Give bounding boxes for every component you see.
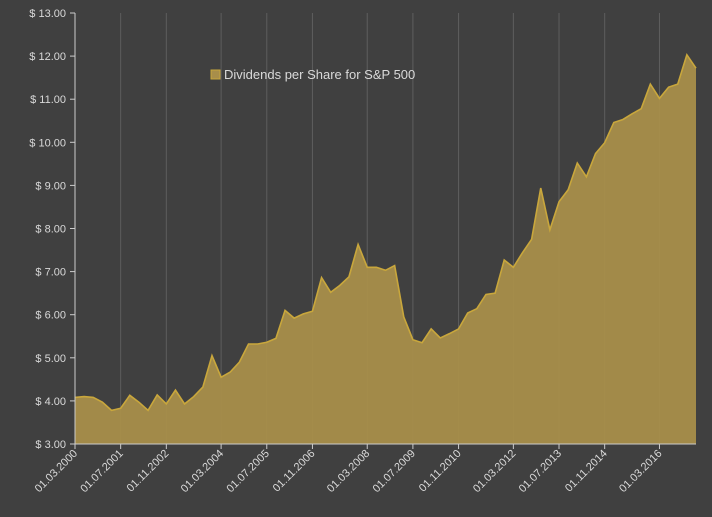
y-tick-label-4: $ 7.00 bbox=[35, 267, 66, 279]
x-tick-label-4: 01.07.2005 bbox=[224, 448, 271, 495]
x-tick-label-6: 01.03.2008 bbox=[325, 448, 372, 495]
y-tick-label-2: $ 5.00 bbox=[35, 353, 66, 365]
series-area bbox=[74, 52, 697, 445]
series-line bbox=[74, 52, 697, 412]
y-tick-label-10: $ 13.00 bbox=[29, 8, 66, 20]
y-tick-label-3: $ 6.00 bbox=[35, 310, 66, 322]
x-tick-label-0: 01.03.2000 bbox=[33, 448, 80, 495]
x-tick-label-2: 01.11.2002 bbox=[125, 448, 172, 495]
x-tick-label-3: 01.03.2004 bbox=[179, 448, 226, 495]
x-tick-label-8: 01.11.2010 bbox=[417, 448, 464, 495]
x-tick-label-9: 01.03.2012 bbox=[471, 448, 518, 495]
area-fill bbox=[75, 54, 696, 445]
legend-label: Dividends per Share for S&P 500 bbox=[224, 67, 415, 82]
x-tick-label-11: 01.11.2014 bbox=[563, 448, 610, 495]
y-axis-ticks: $ 3.00 $ 4.00 $ 5.00 $ 6.00 $ 7.00 $ 8.00 $ 9.… bbox=[29, 8, 75, 451]
x-tick-label-12: 01.03.2016 bbox=[617, 448, 664, 495]
x-tick-label-1: 01.07.2001 bbox=[78, 448, 125, 495]
y-tick-label-7: $ 10.00 bbox=[29, 137, 66, 149]
x-tick-label-5: 01.11.2006 bbox=[271, 448, 318, 495]
y-tick-label-8: $ 11.00 bbox=[30, 94, 66, 106]
y-tick-label-0: $ 3.00 bbox=[35, 439, 66, 451]
x-tick-label-7: 01.07.2009 bbox=[371, 448, 418, 495]
y-tick-label-5: $ 8.00 bbox=[35, 224, 66, 236]
y-tick-label-1: $ 4.00 bbox=[35, 396, 66, 408]
legend: Dividends per Share for S&P 500 bbox=[210, 67, 415, 82]
legend-swatch bbox=[210, 69, 221, 80]
y-tick-label-9: $ 12.00 bbox=[29, 51, 66, 63]
x-tick-label-10: 01.07.2013 bbox=[517, 448, 564, 495]
y-tick-label-6: $ 9.00 bbox=[35, 180, 66, 192]
